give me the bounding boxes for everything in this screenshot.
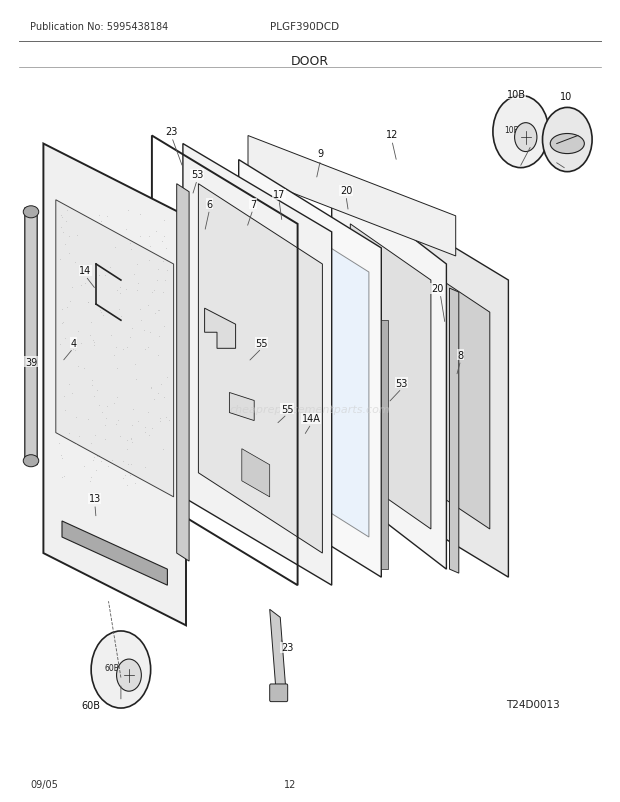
Polygon shape [363, 192, 508, 577]
Polygon shape [254, 200, 369, 537]
Text: 7: 7 [250, 200, 256, 209]
Text: 13: 13 [89, 494, 101, 504]
Text: 60B: 60B [105, 662, 120, 672]
Text: 17: 17 [273, 190, 285, 200]
Text: 9: 9 [317, 149, 324, 159]
Text: 14A: 14A [302, 414, 321, 423]
Text: 12: 12 [386, 130, 398, 140]
Polygon shape [198, 184, 322, 553]
Text: 20: 20 [340, 186, 352, 196]
Ellipse shape [24, 456, 38, 467]
Text: 09/05: 09/05 [30, 779, 58, 789]
Polygon shape [450, 289, 459, 573]
Ellipse shape [24, 206, 38, 218]
Circle shape [515, 124, 537, 152]
Ellipse shape [551, 134, 584, 154]
Text: 55: 55 [281, 404, 293, 414]
Polygon shape [350, 225, 431, 529]
Polygon shape [43, 144, 186, 626]
Text: cheapreplacementparts.com: cheapreplacementparts.com [229, 404, 391, 414]
Circle shape [493, 96, 549, 168]
Circle shape [91, 631, 151, 708]
Text: 10: 10 [560, 92, 572, 102]
Polygon shape [183, 144, 332, 585]
Polygon shape [56, 200, 174, 497]
Polygon shape [177, 184, 189, 561]
Text: 53: 53 [191, 170, 203, 180]
Polygon shape [381, 241, 490, 529]
Polygon shape [381, 321, 388, 569]
Polygon shape [332, 176, 446, 569]
FancyBboxPatch shape [270, 684, 288, 702]
Text: 12: 12 [284, 779, 296, 789]
Polygon shape [177, 209, 183, 553]
Text: 20: 20 [431, 284, 443, 294]
Text: DOOR: DOOR [291, 55, 329, 68]
Polygon shape [205, 309, 236, 349]
Polygon shape [25, 209, 37, 465]
Text: 53: 53 [396, 379, 408, 388]
Text: 55: 55 [255, 338, 268, 348]
Circle shape [542, 108, 592, 172]
Text: 23: 23 [166, 127, 178, 136]
Polygon shape [248, 136, 456, 257]
Text: 60B: 60B [82, 700, 100, 710]
Polygon shape [270, 610, 286, 698]
Polygon shape [242, 449, 270, 497]
Text: 23: 23 [281, 642, 293, 652]
Polygon shape [62, 521, 167, 585]
Text: 6: 6 [206, 200, 213, 209]
Text: 10B: 10B [504, 125, 519, 135]
Text: 8: 8 [458, 350, 464, 360]
Circle shape [117, 659, 141, 691]
Polygon shape [239, 160, 381, 577]
Text: 4: 4 [70, 338, 76, 348]
Text: Publication No: 5995438184: Publication No: 5995438184 [30, 22, 168, 32]
Text: 14: 14 [79, 266, 92, 276]
Text: 10B: 10B [507, 90, 526, 99]
Text: PLGF390DCD: PLGF390DCD [270, 22, 339, 32]
Text: T24D0013: T24D0013 [507, 699, 560, 709]
Polygon shape [229, 393, 254, 421]
Text: 39: 39 [25, 358, 37, 367]
